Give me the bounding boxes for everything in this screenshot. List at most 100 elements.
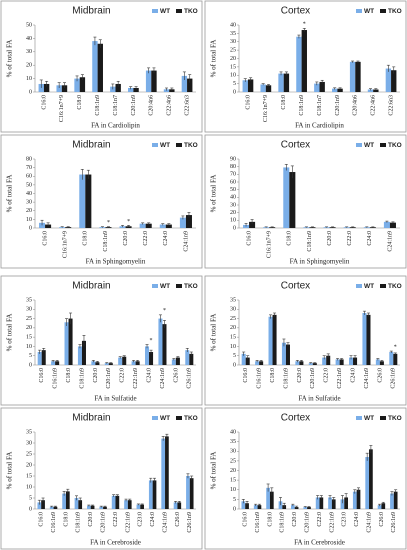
bar xyxy=(56,85,62,92)
bar xyxy=(381,503,386,509)
bar xyxy=(377,505,382,509)
y-tick-label: 10 xyxy=(230,218,236,224)
legend-label: WT xyxy=(364,142,374,149)
y-tick-label: 30 xyxy=(230,39,236,45)
bar xyxy=(78,500,83,509)
x-tick-label: C26:0 xyxy=(173,368,179,383)
y-tick-label: 10 xyxy=(26,344,32,350)
x-tick-label: C24:0 xyxy=(150,512,156,527)
y-axis-label: % of total FA xyxy=(6,452,14,490)
y-tick-label: 30 xyxy=(26,200,32,206)
x-tick-label: C18:1n9 xyxy=(95,95,101,116)
bar xyxy=(373,89,379,92)
bar xyxy=(37,352,42,365)
bar xyxy=(332,88,338,92)
y-axis-label: % of total FA xyxy=(6,40,14,78)
y-tick-label: 0 xyxy=(233,89,236,95)
significance-mark: * xyxy=(303,22,306,28)
y-tick-label: 90 xyxy=(230,156,236,162)
x-tick-label: C24:1n9 xyxy=(160,368,166,389)
bar xyxy=(340,499,345,509)
bar xyxy=(266,487,270,509)
y-tick-label: 20 xyxy=(230,325,236,331)
bar xyxy=(253,505,258,509)
bar xyxy=(74,78,80,92)
y-axis-label: % of total FA xyxy=(210,314,218,352)
x-tick-label: C24:0 xyxy=(350,368,356,383)
significance-mark: * xyxy=(127,219,130,225)
x-tick-label: C26:1n9 xyxy=(187,512,193,533)
y-tick-label: 0 xyxy=(29,506,32,512)
x-tick-label: C22:0 xyxy=(324,368,330,383)
bar xyxy=(308,363,313,365)
bar xyxy=(319,81,325,92)
legend-label: TKO xyxy=(388,8,402,15)
y-tick-label: 15 xyxy=(26,473,32,479)
x-tick-label: C18:1n9 xyxy=(103,231,109,252)
x-tick-label: C22:1n9 xyxy=(329,512,335,533)
bar xyxy=(245,503,249,509)
bar xyxy=(344,497,348,509)
y-tick-label: 15 xyxy=(230,478,236,484)
x-tick-label: C18:0 xyxy=(66,368,72,383)
y-tick-label: 60 xyxy=(230,179,236,185)
x-tick-label: C18:0 xyxy=(281,95,287,110)
bar xyxy=(128,87,134,92)
y-axis-label: % of total FA xyxy=(210,452,218,490)
bar xyxy=(322,357,327,365)
panel-border xyxy=(0,0,203,133)
y-tick-label: 80 xyxy=(26,156,32,162)
x-tick-label: C24:0 xyxy=(367,231,373,246)
y-tick-label: 40 xyxy=(230,195,236,201)
panel-border xyxy=(0,407,203,550)
bar xyxy=(68,318,73,365)
bar xyxy=(355,61,361,92)
bar xyxy=(181,75,188,92)
bar xyxy=(104,363,109,365)
legend-swatch xyxy=(380,143,386,147)
bar xyxy=(136,504,141,509)
y-tick-label: 50 xyxy=(26,22,32,28)
x-tick-label: C20:1n9 xyxy=(304,512,310,533)
bar xyxy=(314,83,320,92)
legend-swatch xyxy=(356,9,362,13)
bar xyxy=(108,363,113,365)
y-tick-label: 35 xyxy=(26,429,32,435)
bar xyxy=(393,353,398,365)
legend-swatch xyxy=(152,143,158,147)
x-axis-label: FA in Cerebroside xyxy=(294,539,345,547)
y-axis-label: % of total FA xyxy=(210,40,218,78)
bar xyxy=(241,353,246,365)
bar xyxy=(349,61,356,92)
y-tick-label: 15 xyxy=(230,64,236,70)
y-tick-label: 15 xyxy=(230,335,236,341)
x-tick-label: C23:0 xyxy=(342,512,348,527)
chart-title: Midbrain xyxy=(72,413,110,424)
x-tick-label: C18:0 xyxy=(287,231,293,246)
x-tick-label: C20:4n6 xyxy=(353,95,359,116)
bar xyxy=(151,70,157,92)
bar xyxy=(289,172,296,228)
x-tick-label: C18:1n7 xyxy=(113,95,119,116)
bar xyxy=(65,491,70,509)
x-tick-label: C16:0 xyxy=(245,95,251,110)
bar xyxy=(283,73,290,92)
bar xyxy=(131,361,136,365)
bar xyxy=(41,500,45,509)
y-tick-label: 5 xyxy=(233,81,236,87)
y-tick-label: 60 xyxy=(26,174,32,180)
y-tick-label: 35 xyxy=(230,297,236,303)
bar xyxy=(171,359,176,365)
bar xyxy=(95,362,100,365)
bar xyxy=(51,361,56,365)
panel-border xyxy=(204,275,407,406)
significance-mark: * xyxy=(150,338,153,344)
x-tick-label: C18:0 xyxy=(267,512,273,527)
y-tick-label: 10 xyxy=(230,73,236,79)
y-tick-label: 30 xyxy=(230,307,236,313)
x-tick-label: C16:1n7+9 xyxy=(263,95,269,122)
bar xyxy=(152,480,157,509)
bar xyxy=(61,85,68,92)
bar xyxy=(389,352,394,365)
x-tick-label: C20:0 xyxy=(123,231,129,246)
